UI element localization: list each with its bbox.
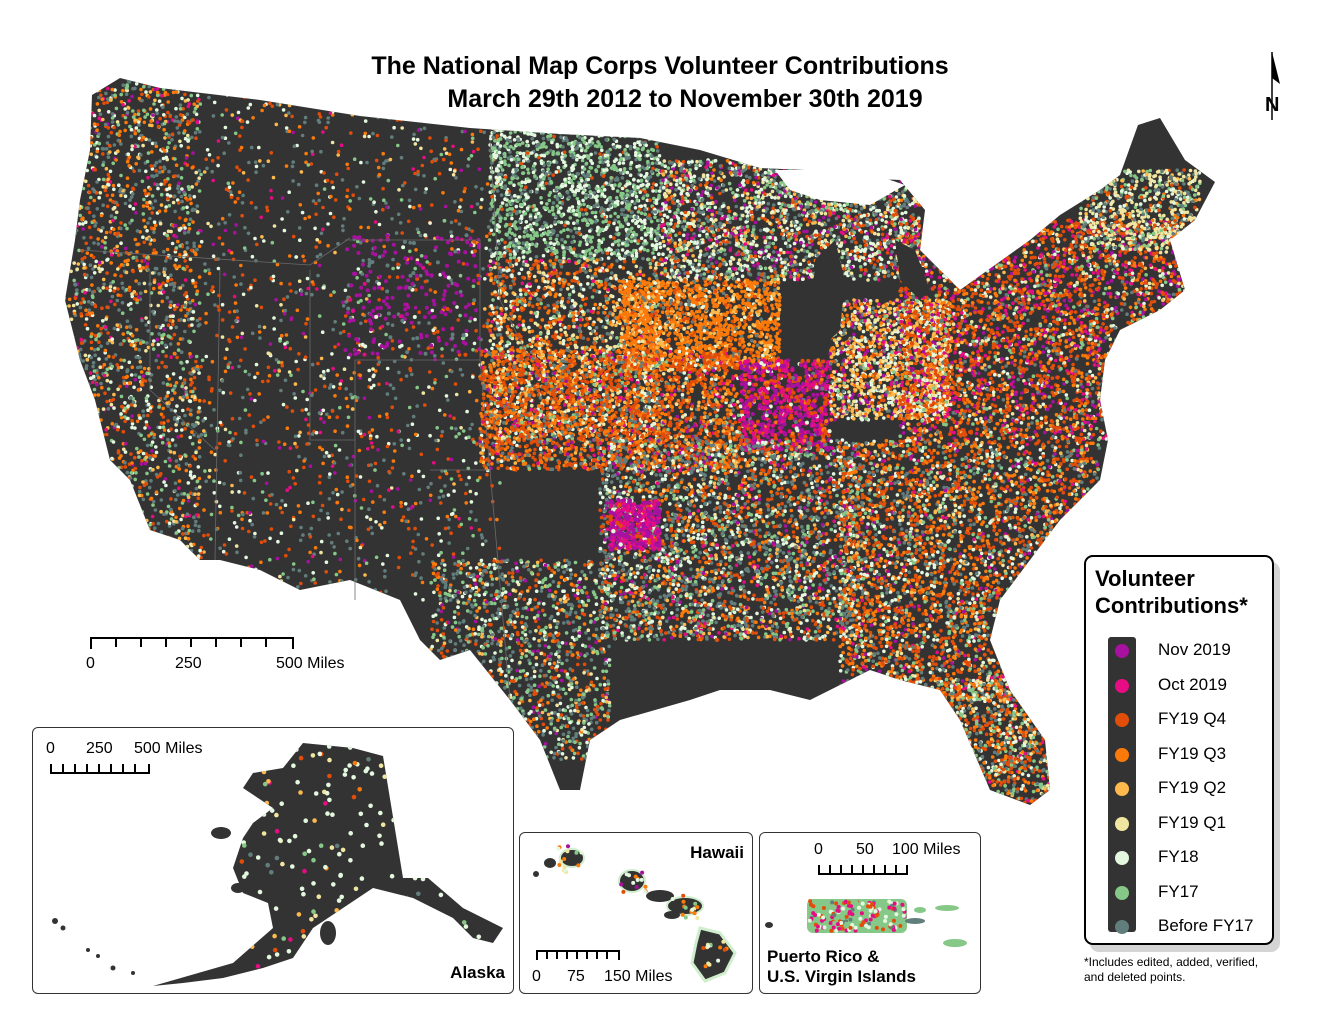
north-arrow-icon <box>1271 52 1280 120</box>
legend-label: FY19 Q3 <box>1158 744 1226 764</box>
legend-label: FY17 <box>1158 882 1199 902</box>
legend-label: FY18 <box>1158 847 1199 867</box>
legend-dot-icon <box>1115 816 1129 831</box>
north-arrow: N <box>1262 50 1286 122</box>
legend-title: Volunteer Contributions* <box>1095 565 1248 619</box>
alaska-label: Alaska <box>450 963 505 983</box>
scale-label-0: 0 <box>86 655 95 673</box>
map-title: The National Map Corps Volunteer Contrib… <box>300 50 1020 116</box>
title-line-2: March 29th 2012 to November 30th 2019 <box>300 83 1020 116</box>
legend-dot-icon <box>1115 713 1129 727</box>
hawaii-label: Hawaii <box>690 843 744 863</box>
puerto-rico-label: Puerto Rico & U.S. Virgin Islands <box>767 947 916 987</box>
legend-item: Nov 2019 <box>1086 637 1272 667</box>
legend-label: FY19 Q4 <box>1158 709 1226 729</box>
main-scale-bar: 0 250 500 Miles <box>86 637 370 677</box>
puerto-rico-scale-bar: 0 50 100 Miles <box>814 841 978 881</box>
legend-dot-icon <box>1115 920 1129 934</box>
legend-item: FY19 Q2 <box>1086 775 1272 805</box>
title-line-1: The National Map Corps Volunteer Contrib… <box>371 52 948 80</box>
legend-item: FY18 <box>1086 844 1272 874</box>
legend-dot-icon <box>1115 747 1129 762</box>
legend-item: FY17 <box>1086 879 1272 909</box>
legend-label: Nov 2019 <box>1158 640 1231 660</box>
legend: Volunteer Contributions* Nov 2019 Oct 201… <box>1084 555 1274 945</box>
legend-dot-icon <box>1115 644 1129 658</box>
scale-label-250: 250 <box>175 655 202 673</box>
alaska-inset: 0 250 500 Miles Alaska <box>32 727 514 994</box>
north-label: N <box>1265 94 1279 117</box>
hawaii-inset: Hawaii 0 75 150 Miles <box>519 832 753 994</box>
lake-superior <box>775 170 905 205</box>
legend-dot-icon <box>1115 782 1129 796</box>
legend-dot-icon <box>1115 885 1129 900</box>
hawaii-scale-bar: 0 75 150 Miles <box>532 945 716 990</box>
lake-michigan <box>812 240 845 345</box>
state-boundaries <box>79 139 531 701</box>
legend-dot-icon <box>1115 851 1129 865</box>
scale-label-500: 500 Miles <box>276 655 344 673</box>
hawaii-map <box>533 844 737 983</box>
legend-item: FY19 Q3 <box>1086 741 1272 771</box>
alaska-scale-bar: 0 250 500 Miles <box>46 740 230 782</box>
legend-label: FY19 Q2 <box>1158 778 1226 798</box>
puerto-rico-inset: 0 50 100 Miles Puerto Rico & U.S. Virgin… <box>759 832 981 994</box>
legend-item: Before FY17 <box>1086 913 1272 943</box>
puerto-rico-map <box>765 899 967 947</box>
legend-item: FY19 Q1 <box>1086 810 1272 840</box>
legend-item: FY19 Q4 <box>1086 706 1272 736</box>
legend-dot-icon <box>1115 678 1129 693</box>
legend-label: Before FY17 <box>1158 916 1253 936</box>
footnote: *Includes edited, added, verified, and d… <box>1084 955 1304 985</box>
lake-huron <box>895 240 930 300</box>
legend-label: Oct 2019 <box>1158 675 1227 695</box>
alaska-map <box>52 743 503 986</box>
legend-item: Oct 2019 <box>1086 672 1272 702</box>
legend-label: FY19 Q1 <box>1158 813 1226 833</box>
contribution-points <box>65 78 1202 805</box>
